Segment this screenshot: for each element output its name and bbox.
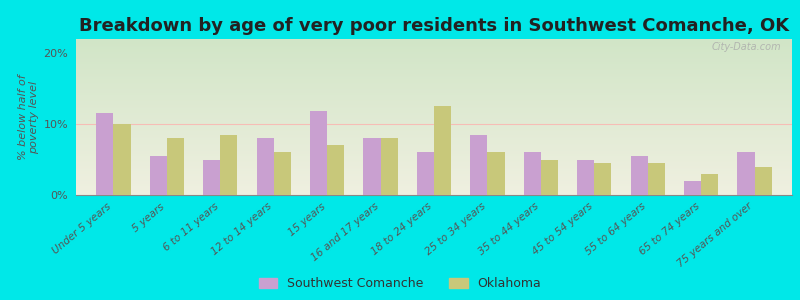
Bar	[738, 152, 754, 195]
Title: Breakdown by age of very poor residents in Southwest Comanche, OK: Breakdown by age of very poor residents …	[79, 17, 789, 35]
Bar	[470, 135, 487, 195]
Bar	[167, 138, 184, 195]
Bar	[630, 156, 648, 195]
Bar	[363, 138, 381, 195]
Bar	[434, 106, 451, 195]
Bar	[648, 163, 665, 195]
Bar	[381, 138, 398, 195]
Bar	[114, 124, 130, 195]
Bar	[541, 160, 558, 195]
Bar	[257, 138, 274, 195]
Bar	[327, 146, 344, 195]
Bar	[754, 167, 772, 195]
Bar	[594, 163, 611, 195]
Bar	[487, 152, 505, 195]
Bar	[310, 111, 327, 195]
Bar	[220, 135, 238, 195]
Bar	[417, 152, 434, 195]
Bar	[524, 152, 541, 195]
Bar	[684, 181, 701, 195]
Bar	[701, 174, 718, 195]
Bar	[96, 113, 114, 195]
Bar	[203, 160, 220, 195]
Y-axis label: % below half of
poverty level: % below half of poverty level	[18, 74, 39, 160]
Text: City-Data.com: City-Data.com	[712, 42, 782, 52]
Bar	[150, 156, 167, 195]
Legend: Southwest Comanche, Oklahoma: Southwest Comanche, Oklahoma	[255, 273, 545, 294]
Bar	[578, 160, 594, 195]
Bar	[274, 152, 291, 195]
